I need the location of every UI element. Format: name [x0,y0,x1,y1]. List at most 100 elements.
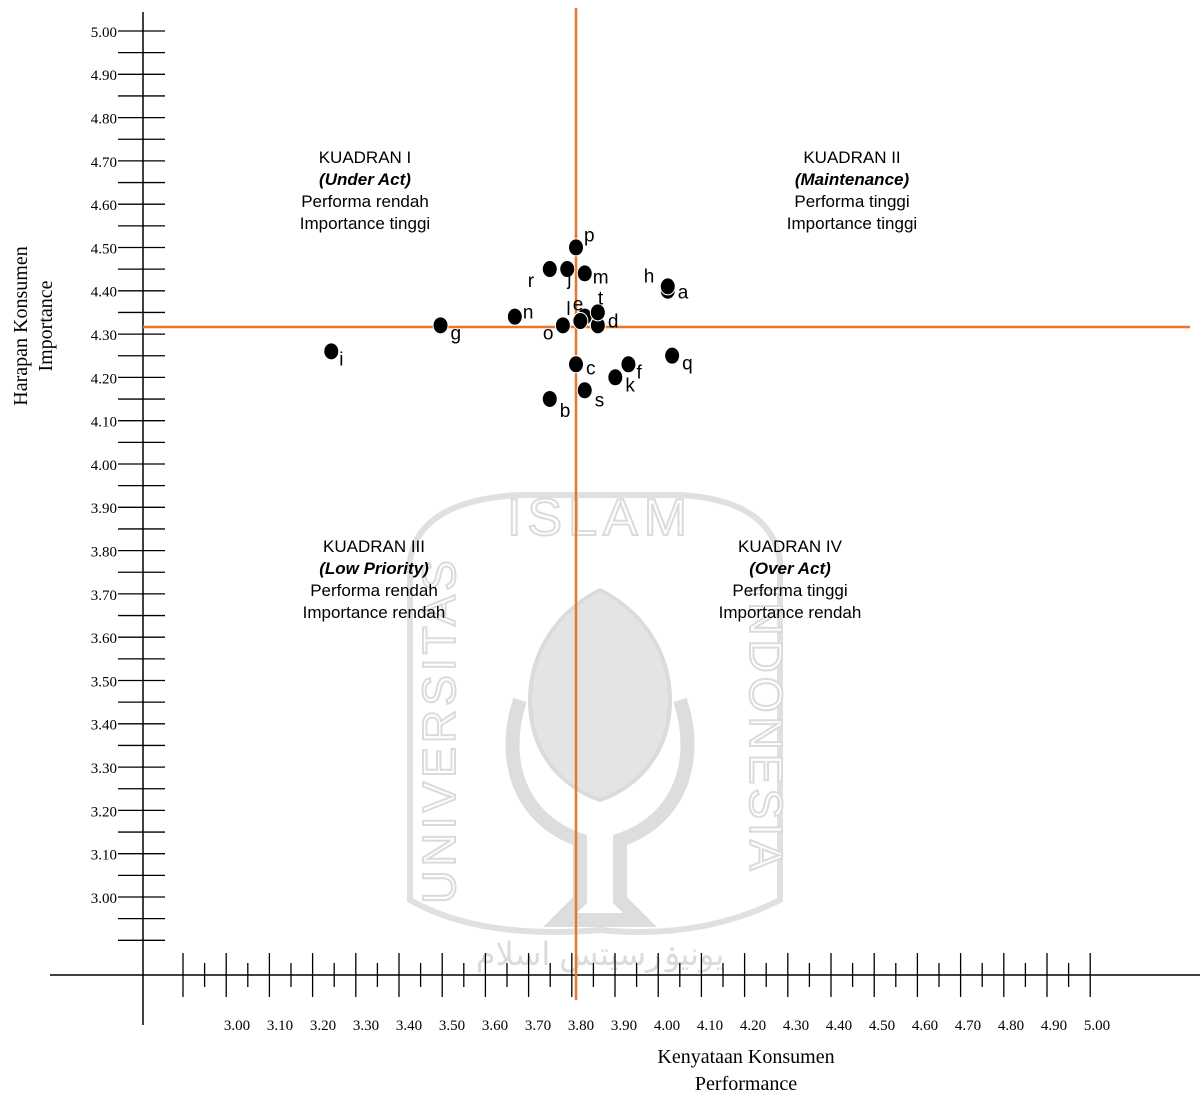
y-tick-label: 4.40 [91,285,117,301]
data-point-marker [576,381,593,400]
quadrant-title: KUADRAN I [319,148,412,167]
quadrant-importance-text: Importance rendah [303,603,446,622]
y-tick-label: 4.20 [91,371,117,387]
y-tick-label: 4.30 [91,328,117,344]
data-points: a b c d e f g h i j k l m no p q r s t [323,225,693,422]
x-tick-label: 3.60 [482,1018,508,1034]
data-point-label: s [595,390,605,411]
y-tick-label: 4.90 [91,68,117,84]
data-point-label: r [528,271,535,292]
x-tick-label: 4.40 [826,1018,852,1034]
data-point-label: j [566,269,571,290]
x-tick-label: 4.30 [783,1018,809,1034]
x-axis-title: Kenyataan Konsumen [657,1046,834,1068]
quadrant-title: KUADRAN III [323,537,425,556]
data-point-label: e [573,295,584,316]
data-point-marker [589,303,606,322]
data-point-label: a [678,283,689,304]
x-tick-label: 3.50 [439,1018,465,1034]
data-point-p: p [568,225,595,257]
data-point-marker [432,316,449,335]
y-tick-label: 4.10 [91,415,117,431]
y-tick-label: 3.20 [91,804,117,820]
data-point-f: f [620,355,642,383]
data-point-o: o [543,316,571,344]
y-axis-ticks [118,30,165,941]
quadrant-importance-text: Importance tinggi [300,214,430,233]
y-tick-label: 3.70 [91,588,117,604]
data-point-c: c [568,355,596,379]
quadrant-texts: KUADRAN I (Under Act) Performa rendah Impor… [300,148,917,622]
data-point-g: g [432,316,462,344]
data-point-marker [541,389,558,408]
x-tick-label: 3.30 [353,1018,379,1034]
x-tick-label: 3.10 [267,1018,293,1034]
x-tick-label: 3.40 [396,1018,422,1034]
y-tick-label: 3.80 [91,545,117,561]
data-point-marker [576,264,593,283]
data-point-m: m [576,264,609,288]
x-tick-label: 4.80 [998,1018,1024,1034]
x-tick-label: 4.50 [869,1018,895,1034]
quadrant-performance-text: Performa rendah [301,192,429,211]
data-point-marker [572,312,589,331]
watermark-emblem-shape [527,587,673,803]
quadrant-label-q1: KUADRAN I (Under Act) Performa rendah Impor… [300,148,430,233]
data-point-marker [607,368,624,387]
data-point-label: t [598,288,604,309]
data-point-j: j [559,260,576,290]
quadrant-category: (Low Priority) [319,559,429,578]
data-point-marker [554,316,571,335]
data-point-label: g [451,323,462,344]
quadrant-label-q2: KUADRAN II (Maintenance) Performa tinggi Im… [787,148,917,233]
data-point-label: d [608,311,619,332]
data-point-marker [559,260,576,279]
data-point-marker [323,342,340,361]
data-point-t: t [589,288,606,322]
y-tick-label: 4.80 [91,112,117,128]
x-axis-subtitle: Performance [695,1073,797,1095]
quadrant-importance-text: Importance rendah [719,603,862,622]
watermark-left-text: UNIVERSITAS [413,556,465,903]
quadrant-category: (Maintenance) [795,170,910,189]
quadrant-category: (Over Act) [749,559,831,578]
data-point-n: n [506,303,534,326]
data-point-label: p [584,225,595,246]
data-point-i: i [323,342,344,370]
y-tick-label: 3.60 [91,631,117,647]
data-point-marker [506,307,523,326]
quadrant-label-q3: KUADRAN III (Low Priority) Performa rendah… [303,537,446,622]
y-tick-labels: 5.00 4.90 4.80 4.70 4.60 4.50 4.40 4.30 4.20 4.10… [91,25,117,907]
quadrant-performance-text: Performa tinggi [794,192,909,211]
watermark-emblem-leaf-left [505,697,695,927]
y-tick-label: 4.00 [91,458,117,474]
y-tick-label: 3.10 [91,848,117,864]
y-tick-label: 4.70 [91,155,117,171]
y-tick-label: 4.50 [91,241,117,257]
x-tick-label: 3.20 [310,1018,336,1034]
data-point-q: q [664,346,693,375]
y-tick-label: 3.90 [91,501,117,517]
quadrant-performance-text: Performa tinggi [732,581,847,600]
data-point-k: k [607,368,635,396]
x-tick-label: 4.70 [955,1018,981,1034]
quadrant-lines [143,8,1190,1000]
x-tick-label: 3.90 [611,1018,637,1034]
y-tick-label: 5.00 [91,25,117,41]
data-point-r: r [528,260,558,292]
y-axis-title: Harapan Konsumen [10,246,32,405]
data-point-h: h [644,266,676,296]
y-tick-label: 4.60 [91,198,117,214]
data-point-marker [568,355,584,374]
data-point-label: l [566,299,570,320]
x-tick-label: 4.60 [912,1018,938,1034]
quadrant-importance-text: Importance tinggi [787,214,917,233]
x-tick-label: 3.80 [568,1018,594,1034]
y-tick-label: 3.50 [91,674,117,690]
data-point-marker [541,260,558,279]
x-axis-ticks [182,953,1091,997]
watermark-top-text: ISLAM [507,489,693,547]
data-point-label: q [682,354,693,375]
x-tick-label: 3.00 [224,1018,250,1034]
data-point-label: n [523,303,534,324]
